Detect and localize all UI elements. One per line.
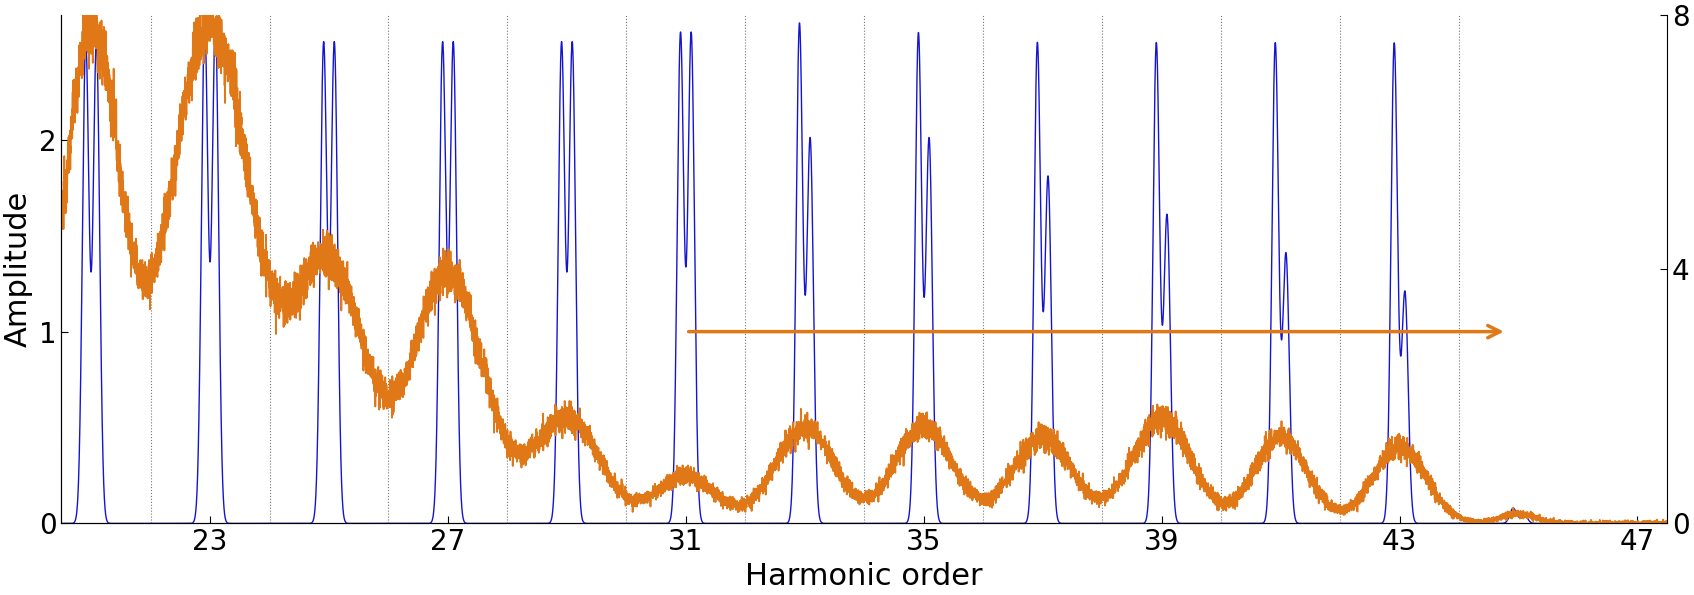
X-axis label: Harmonic order: Harmonic order xyxy=(745,562,983,591)
Y-axis label: Amplitude: Amplitude xyxy=(3,191,34,347)
